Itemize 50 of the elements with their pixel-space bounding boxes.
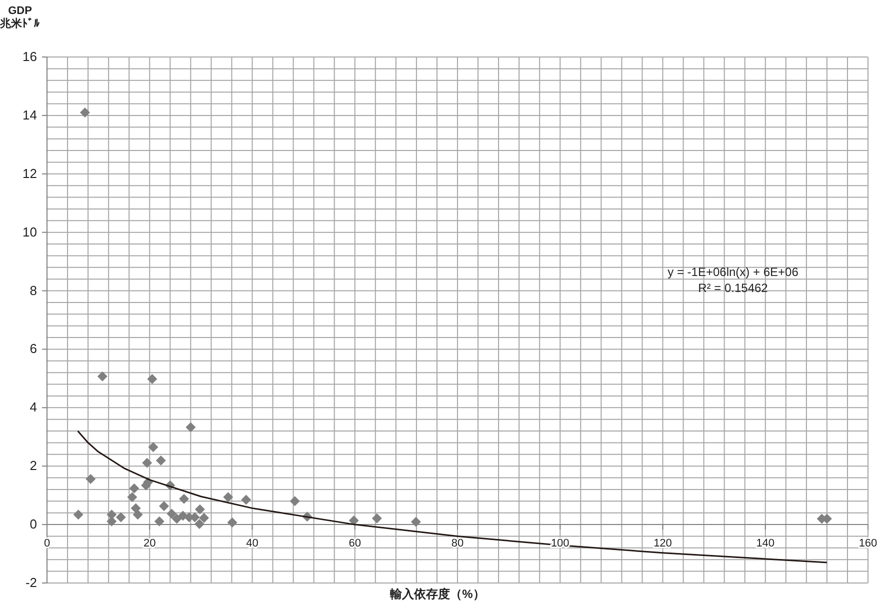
x-tick-label: 20 xyxy=(144,538,156,550)
point xyxy=(194,518,204,529)
point xyxy=(142,458,152,468)
point xyxy=(129,483,140,494)
point xyxy=(241,494,252,505)
point xyxy=(73,510,84,520)
point xyxy=(97,371,108,382)
y-axis-title: GDP 兆米ﾄﾞﾙ xyxy=(0,5,40,30)
point xyxy=(148,442,158,452)
point xyxy=(166,508,177,519)
point xyxy=(158,501,169,512)
x-tick-label: 60 xyxy=(348,538,361,550)
point xyxy=(156,456,166,466)
point xyxy=(127,492,138,502)
y-tick-label: 2 xyxy=(30,458,37,474)
point xyxy=(227,518,238,528)
annotation: R² = 0.15462 xyxy=(698,281,768,295)
x-axis-title: 輸入依存度（%） xyxy=(389,587,485,601)
point xyxy=(172,514,182,524)
point xyxy=(147,374,158,384)
point xyxy=(410,516,421,527)
point xyxy=(132,510,143,520)
x-tick-label: 120 xyxy=(654,538,672,550)
x-tick-label: 160 xyxy=(858,538,878,550)
annotation: y = -1E+06ln(x) + 6E+06 xyxy=(668,265,799,279)
x-tick-label: 80 xyxy=(451,538,464,550)
point xyxy=(348,515,359,526)
y-tick-label: 10 xyxy=(22,224,37,240)
point xyxy=(86,474,96,484)
point xyxy=(372,513,382,524)
y-tick-label: 0 xyxy=(30,516,37,532)
point xyxy=(80,108,90,118)
y-tick-label: 6 xyxy=(30,341,37,356)
y-tick-label: 14 xyxy=(22,107,37,122)
y-tick-label: 12 xyxy=(22,166,37,181)
point xyxy=(179,494,190,504)
point xyxy=(186,422,196,432)
y-tick-label: 4 xyxy=(30,400,37,415)
line-series xyxy=(77,430,828,564)
x-tick-label: 40 xyxy=(246,538,258,550)
y-tick-label: 16 xyxy=(22,49,37,64)
point xyxy=(116,512,126,522)
point xyxy=(223,492,234,502)
y-tick-label: 8 xyxy=(30,282,37,298)
point xyxy=(154,516,164,526)
point xyxy=(194,504,205,514)
x-tick-label: 140 xyxy=(756,538,775,550)
y-tick-label: -2 xyxy=(25,575,37,590)
point xyxy=(199,512,210,523)
point xyxy=(290,496,300,506)
